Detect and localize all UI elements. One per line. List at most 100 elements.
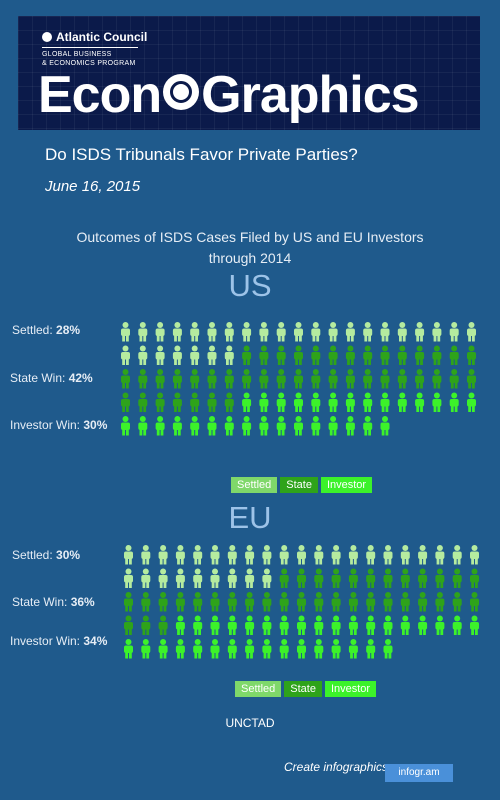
eu-state-win-person-icon bbox=[279, 568, 289, 588]
us-state-win-person-icon bbox=[294, 345, 303, 365]
eu-state-win-person-icon bbox=[279, 592, 289, 612]
org-label: Atlantic Council bbox=[56, 30, 148, 44]
org-name: Atlantic Council bbox=[42, 30, 147, 44]
us-settled-person-icon bbox=[224, 345, 234, 365]
us-state-win-person-icon bbox=[449, 345, 459, 365]
us-investor-win-person-icon bbox=[328, 392, 338, 412]
eu-settled-person-icon bbox=[383, 545, 393, 565]
us-investor-win-person-icon bbox=[345, 416, 355, 436]
us-settled-person-icon bbox=[138, 322, 148, 342]
us-state-win-person-icon bbox=[328, 345, 338, 365]
eu-state-win-person-icon bbox=[124, 592, 133, 612]
eu-state-win-person-icon bbox=[418, 592, 428, 612]
eu-legend-investor: Investor bbox=[324, 681, 377, 697]
eu-investor-win-label: Investor Win: 34% bbox=[10, 634, 108, 648]
us-chart-title: US bbox=[228, 268, 272, 303]
us-investor-win-person-icon bbox=[172, 416, 182, 436]
eu-investor-win-person-icon bbox=[245, 639, 255, 659]
us-state-win-person-icon bbox=[190, 369, 200, 389]
us-investor-win-person-icon bbox=[467, 392, 476, 412]
eu-investor-win-person-icon bbox=[297, 615, 306, 635]
org-divider bbox=[42, 47, 138, 48]
eu-investor-win-person-icon bbox=[210, 639, 220, 659]
eu-settled-person-icon bbox=[279, 545, 289, 565]
eu-investor-win-person-icon bbox=[158, 639, 168, 659]
us-settled-person-icon bbox=[363, 322, 373, 342]
eu-state-win-person-icon bbox=[435, 592, 445, 612]
us-state-win-person-icon bbox=[345, 345, 355, 365]
us-state-win-person-icon bbox=[172, 392, 182, 412]
eu-settled-person-icon bbox=[175, 568, 185, 588]
eu-state-win-person-icon bbox=[245, 592, 255, 612]
eu-state-win-person-icon bbox=[314, 568, 324, 588]
us-settled-person-icon bbox=[467, 322, 476, 342]
eu-investor-win-person-icon bbox=[297, 639, 306, 659]
publish-date: June 16, 2015 bbox=[45, 178, 141, 195]
footer-text[interactable]: Create infographics bbox=[284, 760, 389, 774]
us-settled-person-icon bbox=[155, 345, 165, 365]
us-state-win-person-icon bbox=[172, 369, 182, 389]
us-state-win-person-icon bbox=[276, 345, 286, 365]
us-investor-win-person-icon bbox=[311, 416, 321, 436]
eu-settled-person-icon bbox=[124, 545, 133, 565]
eu-settled-person-icon bbox=[348, 545, 358, 565]
us-state-win-person-icon bbox=[121, 369, 130, 389]
eu-investor-win-person-icon bbox=[348, 615, 358, 635]
eu-state-win-person-icon bbox=[331, 592, 341, 612]
chart-title: Outcomes of ISDS Cases Filed by US and E… bbox=[0, 227, 500, 269]
brand-right: Graphics bbox=[201, 66, 419, 124]
us-state-win-person-icon bbox=[432, 369, 442, 389]
us-settled-person-icon bbox=[397, 322, 407, 342]
eu-legend-settled: Settled bbox=[235, 681, 282, 697]
us-investor-win-person-icon bbox=[432, 392, 442, 412]
eu-settled-person-icon bbox=[245, 568, 255, 588]
eu-settled-person-icon bbox=[331, 545, 341, 565]
us-state-win-person-icon bbox=[415, 345, 425, 365]
eu-state-win-person-icon bbox=[470, 568, 479, 588]
eu-investor-win-person-icon bbox=[262, 615, 272, 635]
eu-settled-person-icon bbox=[297, 545, 306, 565]
us-investor-win-person-icon bbox=[259, 416, 269, 436]
us-state-win-person-icon bbox=[397, 369, 407, 389]
eu-settled-person-icon bbox=[141, 568, 151, 588]
us-state-win-person-icon bbox=[467, 345, 476, 365]
us-state-win-person-icon bbox=[276, 369, 286, 389]
us-settled-person-icon bbox=[190, 345, 200, 365]
us-settled-person-icon bbox=[155, 322, 165, 342]
eu-investor-win-person-icon bbox=[210, 615, 220, 635]
eu-settled-person-icon bbox=[418, 545, 428, 565]
us-state-win-person-icon bbox=[294, 369, 303, 389]
eu-investor-win-person-icon bbox=[141, 639, 151, 659]
eu-investor-win-person-icon bbox=[193, 615, 203, 635]
eu-icon-grid bbox=[124, 545, 479, 659]
us-state-win-person-icon bbox=[207, 369, 217, 389]
us-state-win-person-icon bbox=[415, 369, 425, 389]
eu-settled-person-icon bbox=[314, 545, 324, 565]
eu-investor-win-person-icon bbox=[366, 639, 376, 659]
eu-investor-win-person-icon bbox=[331, 639, 341, 659]
us-investor-win-person-icon bbox=[380, 392, 390, 412]
eu-investor-win-person-icon bbox=[175, 615, 185, 635]
us-legend: Settled State Investor bbox=[231, 477, 373, 493]
us-investor-win-person-icon bbox=[311, 392, 321, 412]
us-settled-person-icon bbox=[242, 322, 252, 342]
us-investor-win-person-icon bbox=[242, 392, 252, 412]
us-settled-person-icon bbox=[345, 322, 355, 342]
eu-state-win-person-icon bbox=[331, 568, 341, 588]
eu-state-win-person-icon bbox=[297, 592, 306, 612]
us-investor-win-person-icon bbox=[363, 392, 373, 412]
us-state-win-person-icon bbox=[190, 392, 200, 412]
eu-state-win-person-icon bbox=[452, 592, 462, 612]
us-state-win-person-icon bbox=[138, 369, 148, 389]
us-settled-person-icon bbox=[380, 322, 390, 342]
us-settled-person-icon bbox=[207, 322, 217, 342]
eu-state-win-person-icon bbox=[124, 615, 133, 635]
infogram-badge[interactable]: infogr.am bbox=[385, 764, 453, 782]
eu-investor-win-person-icon bbox=[383, 615, 393, 635]
eu-settled-person-icon bbox=[193, 545, 203, 565]
eu-chart-title: EU bbox=[228, 500, 272, 535]
eu-state-win-person-icon bbox=[383, 568, 393, 588]
us-investor-win-person-icon bbox=[259, 392, 269, 412]
us-settled-person-icon bbox=[172, 345, 182, 365]
